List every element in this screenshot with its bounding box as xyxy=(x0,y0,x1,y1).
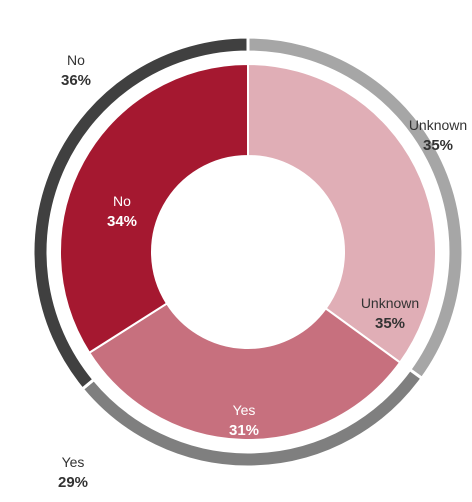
outer-label-value-unknown: 35% xyxy=(423,137,453,154)
inner-label-value-no: 34% xyxy=(107,213,137,230)
outer-label-category-no: No xyxy=(67,52,85,68)
outer-label-category-yes: Yes xyxy=(62,454,85,470)
inner-label-value-unknown: 35% xyxy=(375,315,405,332)
outer-slice-no xyxy=(31,35,250,392)
outer-label-value-no: 36% xyxy=(61,72,91,89)
inner-slice-yes xyxy=(87,302,402,441)
inner-label-category-unknown: Unknown xyxy=(361,295,419,311)
inner-slice-no xyxy=(59,62,249,355)
inner-label-value-yes: 31% xyxy=(229,422,259,439)
inner-label-category-no: No xyxy=(113,193,131,209)
inner-slice-unknown xyxy=(247,62,437,364)
inner-label-category-yes: Yes xyxy=(233,402,256,418)
outer-label-value-yes: 29% xyxy=(58,474,88,491)
outer-label-category-unknown: Unknown xyxy=(409,117,467,133)
